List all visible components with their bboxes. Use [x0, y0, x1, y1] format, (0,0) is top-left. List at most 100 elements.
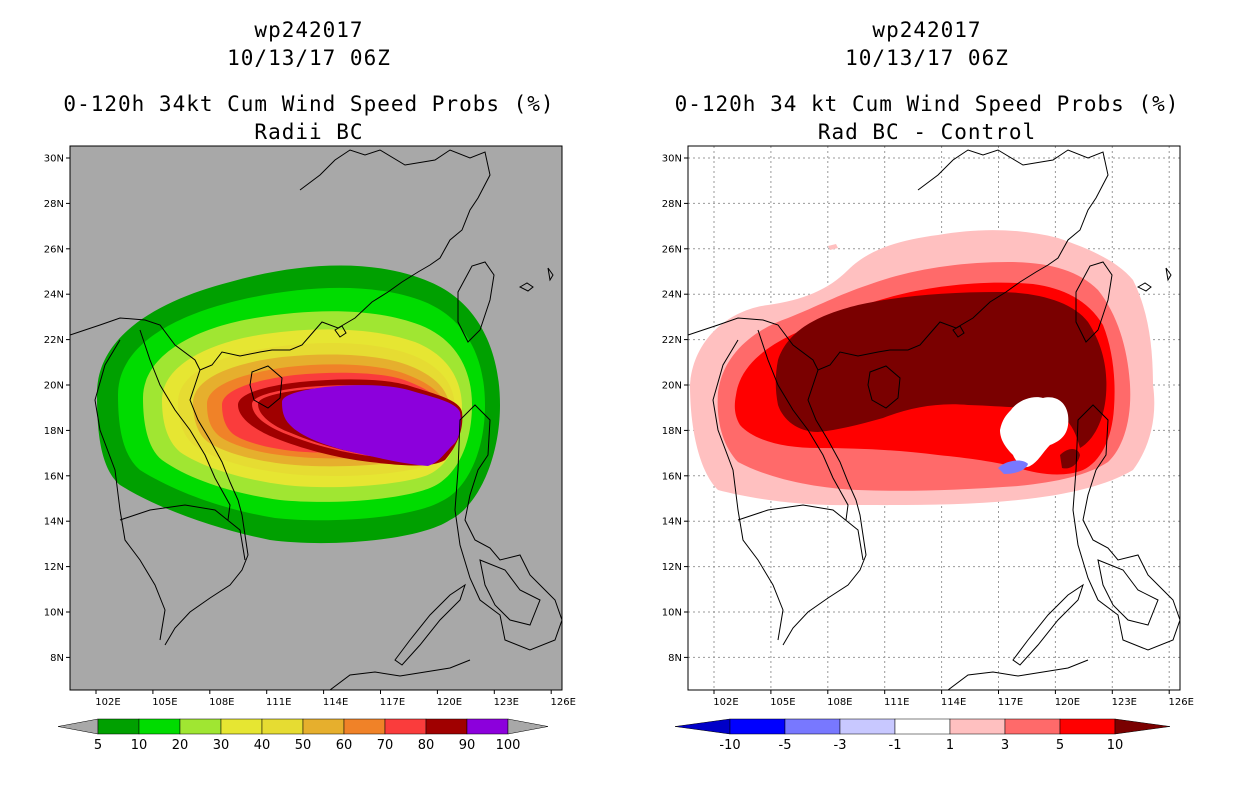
- lon-tick-label: 105E: [770, 697, 795, 708]
- colorbar-label: 10: [1107, 738, 1124, 753]
- colorbar-label: -10: [719, 738, 740, 753]
- left-product-title: 0-120h 34kt Cum Wind Speed Probs (%): [63, 92, 555, 116]
- colorbar-swatch: [138, 718, 181, 735]
- right-subtitle: Rad BC - Control: [817, 120, 1037, 144]
- coastline-luzon: [1072, 404, 1180, 651]
- lat-tick-label: 30N: [44, 154, 64, 165]
- lat-tick-label: 8N: [668, 653, 682, 664]
- lon-tick-label: 117E: [998, 697, 1023, 708]
- lat-tick-label: 16N: [662, 471, 682, 482]
- colorbar-label: 3: [1001, 738, 1009, 753]
- colorbar-arrow-right: [507, 718, 549, 735]
- lat-tick-label: 16N: [44, 471, 64, 482]
- lat-tick-label: 22N: [662, 335, 682, 346]
- coastline-mainland: [70, 149, 491, 371]
- colorbar-swatch: [1004, 718, 1061, 735]
- left-datetime: 10/13/17 06Z: [227, 46, 391, 70]
- colorbar-arrow-left: [674, 718, 731, 735]
- lat-tick-label: 10N: [662, 608, 682, 619]
- coastline-palawan: [1012, 583, 1084, 666]
- right-map: 30N 28N 26N 24N 22N 20N 18N 16N 14N 12N 10N 8N 102E…: [662, 145, 1194, 753]
- border-thailand: [712, 339, 784, 641]
- colorbar-label: 10: [131, 738, 148, 753]
- coastline-palawan: [394, 583, 466, 666]
- lat-tick-label: 28N: [44, 199, 64, 210]
- colorbar-swatch: [425, 718, 468, 735]
- colorbar-label: 70: [377, 738, 394, 753]
- lat-tick-label: 20N: [662, 381, 682, 392]
- colorbar-swatch: [384, 718, 427, 735]
- left-panel: wp242017 10/13/17 06Z 0-120h 34kt Cum Wi…: [44, 18, 576, 753]
- colorbar-label: 90: [459, 738, 476, 753]
- lat-tick-label: 26N: [44, 244, 64, 255]
- border-cambodia: [119, 504, 246, 561]
- colorbar-swatch: [839, 718, 896, 735]
- lon-tick-label: 102E: [95, 697, 120, 708]
- lon-tick-label: 126E: [1168, 697, 1193, 708]
- colorbar-swatch: [784, 718, 841, 735]
- coastline-borneo: [329, 659, 471, 690]
- coastline-hongkong: [952, 325, 965, 338]
- lat-tick-label: 18N: [44, 426, 64, 437]
- lat-tick-label: 8N: [50, 653, 64, 664]
- left-map-frame: [69, 145, 563, 691]
- colorbar-swatch: [97, 718, 140, 735]
- coastline-luzon: [454, 404, 562, 651]
- diff-speck: [828, 244, 838, 250]
- colorbar-swatch: [261, 718, 304, 735]
- colorbar-label: 50: [295, 738, 312, 753]
- right-lon-ticks: 102E 105E 108E 111E 114E 117E 120E 123E 126E: [713, 690, 1194, 708]
- lon-tick-label: 117E: [380, 697, 405, 708]
- lon-tick-label: 111E: [884, 697, 909, 708]
- colorbar-label: 100: [496, 738, 521, 753]
- lat-tick-label: 18N: [662, 426, 682, 437]
- lon-tick-label: 114E: [941, 697, 966, 708]
- lon-tick-label: 108E: [209, 697, 234, 708]
- coastline-vietnam: [164, 369, 249, 646]
- lon-tick-label: 126E: [550, 697, 575, 708]
- right-panel: wp242017 10/13/17 06Z 0-120h 34 kt Cum W…: [618, 0, 1236, 800]
- colorbar-label: 20: [172, 738, 189, 753]
- right-difference-contours: [690, 230, 1155, 506]
- diff-blank-region: [1000, 397, 1069, 468]
- right-product-title: 0-120h 34 kt Cum Wind Speed Probs (%): [674, 92, 1180, 116]
- left-storm-id: wp242017: [254, 18, 364, 42]
- colorbar-swatch: [466, 718, 509, 735]
- colorbar-label: -5: [779, 738, 792, 753]
- colorbar-label: 5: [1056, 738, 1064, 753]
- right-datetime: 10/13/17 06Z: [845, 46, 1009, 70]
- coastline-visayas: [479, 559, 541, 626]
- colorbar-label: -3: [834, 738, 847, 753]
- lat-tick-label: 28N: [662, 199, 682, 210]
- left-lon-ticks: 102E 105E 108E 111E 114E 117E 120E 123E 126E: [95, 690, 576, 708]
- left-map: 30N 28N 26N 24N 22N 20N 18N 16N 14N 12N 10N 8N 102E…: [44, 145, 576, 753]
- coastline-hainan: [249, 365, 283, 409]
- lon-tick-label: 120E: [1055, 697, 1080, 708]
- lon-tick-label: 111E: [266, 697, 291, 708]
- lat-tick-label: 22N: [44, 335, 64, 346]
- coastline-taiwan: [1075, 261, 1113, 343]
- coastline-vietnam: [782, 369, 867, 646]
- lon-tick-label: 114E: [323, 697, 348, 708]
- left-subtitle: Radii BC: [254, 120, 364, 144]
- border-cambodia: [737, 504, 864, 561]
- lat-tick-label: 24N: [44, 290, 64, 301]
- colorbar-swatch: [343, 718, 386, 735]
- colorbar-label: 5: [94, 738, 102, 753]
- colorbar-swatch: [302, 718, 345, 735]
- colorbar-arrow-right: [1114, 718, 1171, 735]
- lat-tick-label: 26N: [662, 244, 682, 255]
- lat-tick-label: 30N: [662, 154, 682, 165]
- lon-tick-label: 120E: [437, 697, 462, 708]
- colorbar-swatch: [729, 718, 786, 735]
- colorbar-label: -1: [889, 738, 902, 753]
- colorbar-swatch: [894, 718, 951, 735]
- lon-tick-label: 123E: [494, 697, 519, 708]
- lat-tick-label: 12N: [662, 562, 682, 573]
- right-storm-id: wp242017: [872, 18, 982, 42]
- coastline-hongkong: [334, 325, 347, 338]
- colorbar-arrow-left: [57, 718, 99, 735]
- lon-tick-label: 108E: [827, 697, 852, 708]
- right-map-frame: [687, 145, 1181, 691]
- colorbar-swatch: [179, 718, 222, 735]
